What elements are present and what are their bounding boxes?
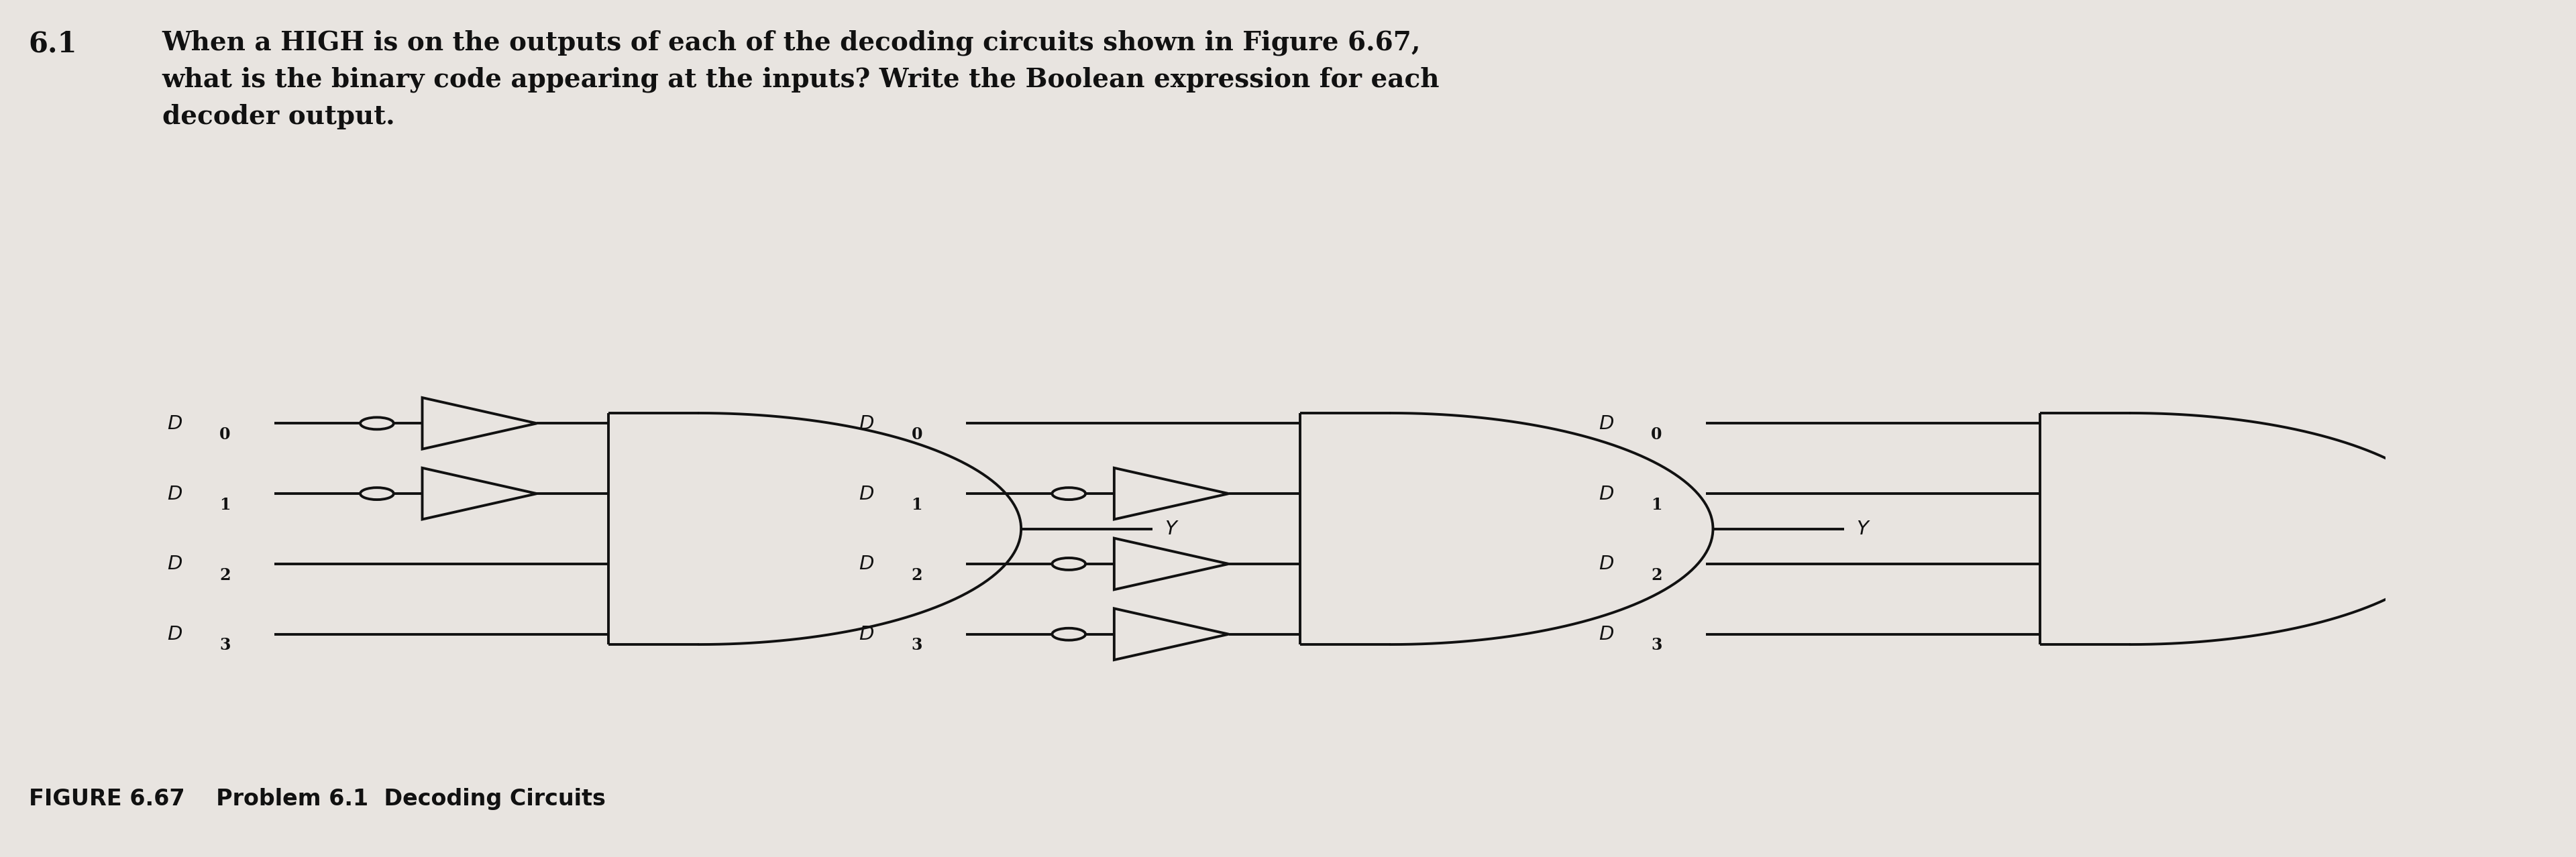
Text: $D$: $D$ xyxy=(167,625,183,644)
Text: $Y$: $Y$ xyxy=(1164,519,1180,538)
Text: $D$: $D$ xyxy=(1600,414,1615,433)
Text: $D$: $D$ xyxy=(167,414,183,433)
Text: 1: 1 xyxy=(219,497,232,512)
Text: $D$: $D$ xyxy=(1600,625,1615,644)
Text: $Y$: $Y$ xyxy=(1857,519,1870,538)
Text: When a HIGH is on the outputs of each of the decoding circuits shown in Figure 6: When a HIGH is on the outputs of each of… xyxy=(162,30,1440,129)
Text: $D$: $D$ xyxy=(1600,484,1615,503)
Text: $D$: $D$ xyxy=(858,625,873,644)
Text: $D$: $D$ xyxy=(858,484,873,503)
Text: 3: 3 xyxy=(912,638,922,653)
Text: 2: 2 xyxy=(1651,567,1662,583)
Text: $D$: $D$ xyxy=(167,484,183,503)
Text: 2: 2 xyxy=(219,567,232,583)
Text: 2: 2 xyxy=(912,567,922,583)
Text: 3: 3 xyxy=(1651,638,1662,653)
Text: 0: 0 xyxy=(912,427,922,442)
Text: $D$: $D$ xyxy=(167,554,183,573)
Text: $D$: $D$ xyxy=(858,554,873,573)
Text: 1: 1 xyxy=(912,497,922,512)
Text: 6.1: 6.1 xyxy=(28,30,77,58)
Text: $D$: $D$ xyxy=(1600,554,1615,573)
Text: 0: 0 xyxy=(1651,427,1662,442)
Text: $D$: $D$ xyxy=(858,414,873,433)
Text: 1: 1 xyxy=(1651,497,1662,512)
Text: FIGURE 6.67    Problem 6.1  Decoding Circuits: FIGURE 6.67 Problem 6.1 Decoding Circuit… xyxy=(28,788,605,810)
Text: 0: 0 xyxy=(219,427,232,442)
Text: 3: 3 xyxy=(219,638,229,653)
